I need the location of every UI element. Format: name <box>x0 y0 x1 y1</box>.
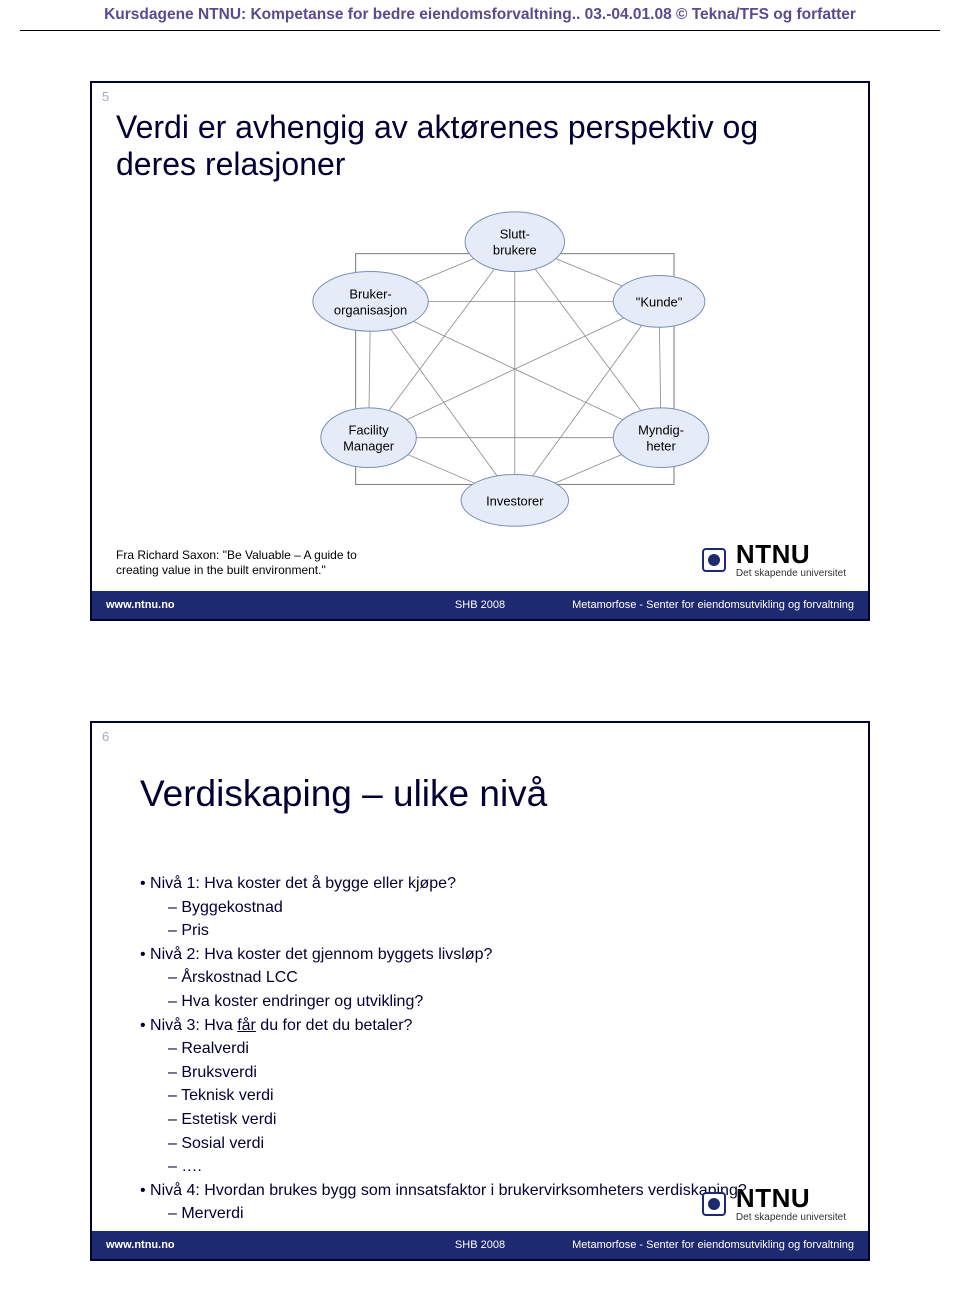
ntnu-logo-text: NTNU Det skapende universitet <box>736 1185 846 1223</box>
footer-right: Metamorfose - Senter for eiendomsutvikli… <box>572 599 854 611</box>
ntnu-main: NTNU <box>736 541 846 567</box>
bullet-level-2: …. <box>168 1156 828 1178</box>
slide-2-title: Verdiskaping – ulike nivå <box>140 773 547 815</box>
footnote-l2: creating value in the built environment.… <box>116 563 376 577</box>
bullet-level-2: Hva koster endringer og utvikling? <box>168 991 828 1013</box>
svg-text:"Kunde": "Kunde" <box>636 294 683 309</box>
slide-1-footnote: Fra Richard Saxon: "Be Valuable – A guid… <box>116 548 376 577</box>
slide-1-footer: www.ntnu.no SHB 2008 Metamorfose - Sente… <box>92 591 868 619</box>
bullet-level-1: Nivå 3: Hva får du for det du betaler? <box>140 1015 828 1037</box>
slide-1-title: Verdi er avhengig av aktørenes perspekti… <box>116 109 844 183</box>
bullet-level-2: Sosial verdi <box>168 1133 828 1155</box>
ntnu-logo-icon <box>702 1192 726 1216</box>
bullet-level-2: Byggekostnad <box>168 897 828 919</box>
svg-text:Manager: Manager <box>343 439 395 454</box>
svg-text:Investorer: Investorer <box>486 493 544 508</box>
bullet-level-1: Nivå 2: Hva koster det gjennom byggets l… <box>140 944 828 966</box>
header-text: Kursdagene NTNU: Kompetanse for bedre ei… <box>104 6 856 23</box>
ntnu-logo-block: NTNU Det skapende universitet <box>702 541 846 579</box>
footer-left: www.ntnu.no <box>106 599 175 611</box>
footnote-l1: Fra Richard Saxon: "Be Valuable – A guid… <box>116 548 376 562</box>
bullet-level-2: Teknisk verdi <box>168 1085 828 1107</box>
bullet-level-2: Estetisk verdi <box>168 1109 828 1131</box>
ntnu-logo-text: NTNU Det skapende universitet <box>736 541 846 579</box>
slides-container: 5 Verdi er avhengig av aktørenes perspek… <box>0 31 960 1301</box>
slide-1-number: 5 <box>102 89 109 104</box>
slide-1: 5 Verdi er avhengig av aktørenes perspek… <box>90 81 870 621</box>
footer-mid: SHB 2008 <box>455 1239 505 1251</box>
bullet-level-2: Bruksverdi <box>168 1062 828 1084</box>
svg-text:Myndig-: Myndig- <box>638 423 684 438</box>
page: Kursdagene NTNU: Kompetanse for bedre ei… <box>0 0 960 1301</box>
svg-text:heter: heter <box>646 439 676 454</box>
ntnu-main: NTNU <box>736 1185 846 1211</box>
ntnu-logo-block-2: NTNU Det skapende universitet <box>702 1185 846 1223</box>
svg-text:Facility: Facility <box>348 423 389 438</box>
network-diagram: Slutt-brukere Bruker-organisasjon "Kunde" F… <box>92 193 868 563</box>
svg-text:brukere: brukere <box>493 243 537 258</box>
ntnu-logo-icon <box>702 548 726 572</box>
bullet-level-2: Realverdi <box>168 1038 828 1060</box>
footer-mid: SHB 2008 <box>455 599 505 611</box>
slide-2-bullets: Nivå 1: Hva koster det å bygge eller kjø… <box>140 873 828 1227</box>
ntnu-sub: Det skapende universitet <box>736 1213 846 1223</box>
footer-left: www.ntnu.no <box>106 1239 175 1251</box>
underlined-word: får <box>237 1017 256 1034</box>
svg-text:Bruker-: Bruker- <box>349 286 391 301</box>
svg-text:Slutt-: Slutt- <box>500 227 530 242</box>
footer-right: Metamorfose - Senter for eiendomsutvikli… <box>572 1239 854 1251</box>
ntnu-sub: Det skapende universitet <box>736 569 846 579</box>
slide-2-number: 6 <box>102 729 109 744</box>
bullet-level-2: Pris <box>168 920 828 942</box>
bullet-level-2: Årskostnad LCC <box>168 967 828 989</box>
bullet-level-1: Nivå 1: Hva koster det å bygge eller kjø… <box>140 873 828 895</box>
slide-2-footer: www.ntnu.no SHB 2008 Metamorfose - Sente… <box>92 1231 868 1259</box>
slide-2: 6 Verdiskaping – ulike nivå Nivå 1: Hva … <box>90 721 870 1261</box>
page-header: Kursdagene NTNU: Kompetanse for bedre ei… <box>0 0 960 28</box>
svg-text:organisasjon: organisasjon <box>334 302 407 317</box>
